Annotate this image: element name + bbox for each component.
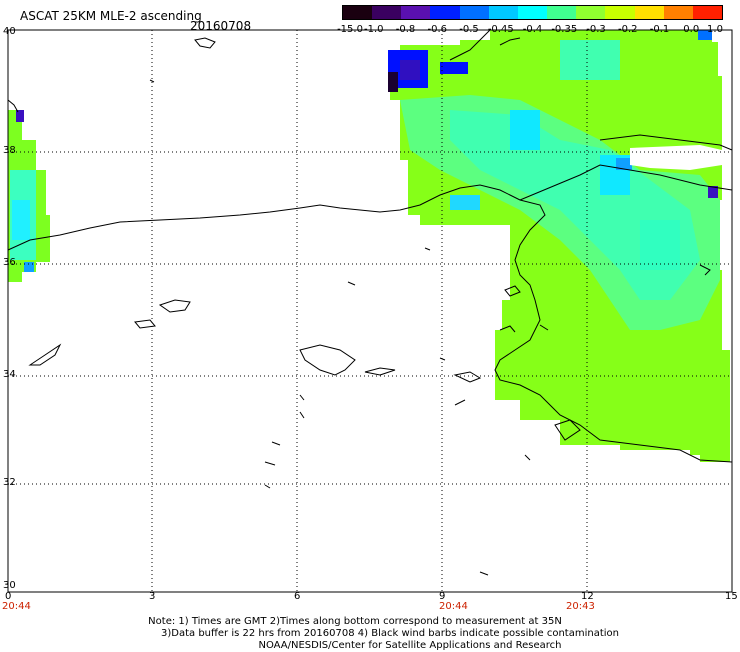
colorbar-swatch xyxy=(372,6,402,19)
time-label: 20:43 xyxy=(566,601,595,612)
note-line-1: Note: 1) Times are GMT 2)Times along bot… xyxy=(148,616,562,627)
y-tick-label: 40 xyxy=(3,26,16,37)
colorbar-swatch xyxy=(576,6,606,19)
x-tick-label: 0 xyxy=(5,591,12,602)
colorbar-label: 1.0 xyxy=(707,24,723,35)
colorbar-swatch xyxy=(430,6,460,19)
colorbar-swatch xyxy=(459,6,489,19)
grid-lines xyxy=(8,30,732,592)
footer-notes: Note: 1) Times are GMT 2)Times along bot… xyxy=(0,616,740,652)
map-title: ASCAT 25KM MLE-2 ascending xyxy=(20,9,202,23)
colorbar-labels: -15.0 -1.0 -0.8 -0.6 -0.5 -0.45 -0.4 -0.35 -0.3-… xyxy=(337,24,723,36)
note-line-3: NOAA/NESDIS/Center for Satellite Applica… xyxy=(258,640,562,651)
colorbar-swatch xyxy=(634,6,664,19)
y-tick-label: 38 xyxy=(3,145,16,156)
x-tick-label: 12 xyxy=(581,591,594,602)
x-tick-label: 9 xyxy=(439,591,446,602)
colorbar-swatch xyxy=(488,6,518,19)
colorbar-label: -0.45 xyxy=(487,24,514,35)
colorbar-swatch xyxy=(547,6,577,19)
x-tick-label: 6 xyxy=(294,591,301,602)
data-swaths xyxy=(8,30,730,462)
colorbar-swatch xyxy=(663,6,693,19)
colorbar-swatch xyxy=(517,6,548,19)
map-frame xyxy=(7,29,733,593)
colorbar-label: -0.4 xyxy=(522,24,543,35)
map-date: 20160708 xyxy=(190,19,252,33)
x-tick-label: 15 xyxy=(725,591,738,602)
time-label: 20:44 xyxy=(439,601,468,612)
colorbar-label: -0.2 xyxy=(617,24,638,35)
colorbar-swatch xyxy=(401,6,431,19)
colorbar-label: 0.0 xyxy=(683,24,700,35)
colorbar-label: -15.0 xyxy=(337,24,363,35)
time-label: 20:44 xyxy=(2,601,31,612)
coastlines xyxy=(7,29,733,576)
colorbar-label: -0.5 xyxy=(459,24,479,35)
y-tick-label: 36 xyxy=(3,257,16,268)
x-tick-label: 3 xyxy=(149,591,156,602)
colorbar xyxy=(342,5,723,20)
colorbar-label: -1.0 xyxy=(363,24,384,35)
colorbar-swatch xyxy=(605,6,635,19)
colorbar-label: -0.6 xyxy=(427,24,448,35)
colorbar-swatch xyxy=(343,6,373,19)
colorbar-label: -0.3 xyxy=(586,24,606,35)
y-tick-label: 30 xyxy=(3,580,16,591)
y-tick-label: 34 xyxy=(3,369,16,380)
note-line-2: 3)Data buffer is 22 hrs from 20160708 4)… xyxy=(161,628,619,639)
colorbar-label: -0.8 xyxy=(395,24,416,35)
y-tick-label: 32 xyxy=(3,477,16,488)
colorbar-swatch xyxy=(692,6,723,19)
colorbar-label: -0.35 xyxy=(551,24,578,35)
colorbar-label: -0.1 xyxy=(649,24,670,35)
